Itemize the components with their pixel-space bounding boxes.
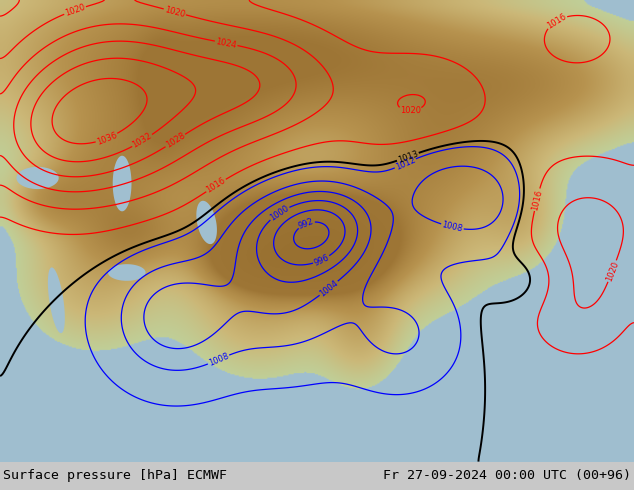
Text: 1016: 1016 [530, 188, 544, 211]
Text: 1008: 1008 [441, 220, 463, 234]
Text: 1020: 1020 [400, 106, 421, 115]
Text: 1012: 1012 [394, 155, 417, 172]
Text: 1004: 1004 [318, 278, 340, 298]
Text: 1020: 1020 [164, 5, 186, 19]
Text: 1032: 1032 [131, 131, 153, 150]
Polygon shape [108, 264, 146, 281]
Text: 992: 992 [297, 217, 315, 231]
Text: 1000: 1000 [268, 203, 290, 222]
Text: 1016: 1016 [545, 12, 568, 30]
Text: Fr 27-09-2024 00:00 UTC (00+96): Fr 27-09-2024 00:00 UTC (00+96) [383, 469, 631, 482]
Polygon shape [48, 268, 65, 333]
Text: 1016: 1016 [205, 176, 228, 195]
Text: 996: 996 [313, 253, 330, 268]
Text: 1020: 1020 [604, 260, 620, 283]
Text: 1008: 1008 [207, 351, 230, 368]
Text: 1028: 1028 [164, 131, 186, 150]
Text: 1013: 1013 [396, 149, 419, 165]
Polygon shape [113, 156, 131, 211]
Text: 1024: 1024 [215, 37, 237, 49]
Polygon shape [16, 167, 59, 189]
Text: 1020: 1020 [63, 2, 86, 18]
Text: Surface pressure [hPa] ECMWF: Surface pressure [hPa] ECMWF [3, 469, 227, 482]
Polygon shape [197, 201, 217, 244]
Text: 1036: 1036 [95, 130, 119, 147]
